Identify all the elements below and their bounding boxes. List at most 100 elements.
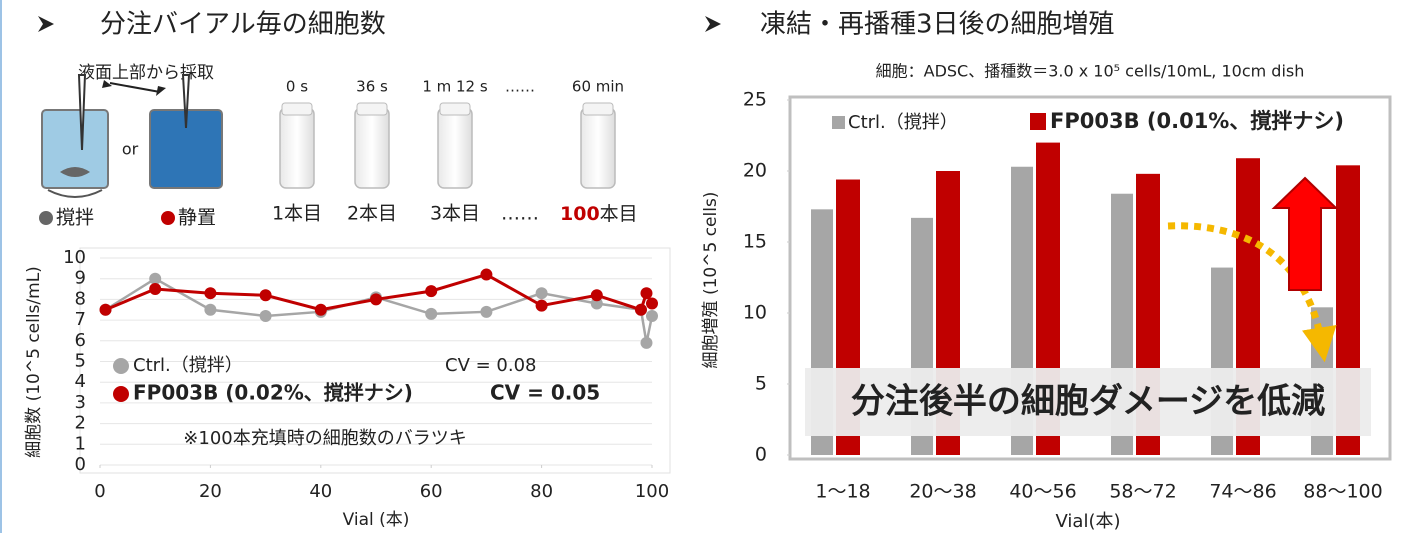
time-label: 36 s bbox=[356, 78, 388, 96]
x-axis-label: Vial (本) bbox=[343, 510, 410, 530]
point bbox=[646, 310, 658, 322]
y-tick-label: 8 bbox=[75, 288, 86, 309]
point bbox=[100, 304, 112, 316]
y-tick-label: 4 bbox=[75, 371, 86, 392]
time-label: 60 min bbox=[572, 78, 624, 96]
vial-cap bbox=[282, 103, 312, 115]
point bbox=[315, 304, 327, 316]
legend-label: FP003B (0.02%、撹拌ナシ) bbox=[133, 381, 413, 405]
point bbox=[260, 289, 272, 301]
legend-marker bbox=[1030, 113, 1046, 130]
vial-label: 2本目 bbox=[347, 203, 397, 225]
still-label: 静置 bbox=[178, 207, 216, 229]
y-tick-label: 0 bbox=[75, 454, 86, 475]
point bbox=[204, 304, 216, 316]
legend-dot bbox=[161, 211, 175, 225]
cv-label: CV = 0.08 bbox=[445, 355, 537, 376]
point bbox=[425, 308, 437, 320]
stirred-label: 撹拌 bbox=[56, 207, 94, 229]
point bbox=[591, 289, 603, 301]
point bbox=[635, 304, 647, 316]
x-tick-label: 80 bbox=[530, 481, 553, 502]
point bbox=[480, 269, 492, 281]
vial-unit: 本目 bbox=[600, 203, 638, 225]
x-tick-label: 60 bbox=[420, 481, 443, 502]
point bbox=[640, 287, 652, 299]
y-tick-label: 2 bbox=[75, 413, 86, 434]
sampling-label: 液面上部から採取 bbox=[78, 63, 214, 83]
point bbox=[536, 287, 548, 299]
vial-cap bbox=[357, 103, 387, 115]
x-tick-label: 20 bbox=[199, 481, 222, 502]
y-tick-label: 5 bbox=[755, 373, 767, 395]
point bbox=[260, 310, 272, 322]
y-axis-label: 細胞増殖 (10^5 cells) bbox=[701, 192, 721, 369]
point bbox=[370, 293, 382, 305]
point bbox=[425, 285, 437, 297]
y-tick-label: 3 bbox=[75, 392, 86, 413]
or-label: or bbox=[122, 140, 139, 159]
time-label: 0 s bbox=[286, 78, 308, 96]
vial-cap bbox=[583, 103, 613, 115]
vial-label: …… bbox=[501, 203, 539, 225]
vial bbox=[280, 108, 314, 188]
legend-label: FP003B (0.01%、撹拌ナシ) bbox=[1050, 109, 1344, 133]
vial-label: 1本目 bbox=[272, 203, 322, 225]
page: { "slide": { "left_heading": "分注バイアル毎の細胞… bbox=[0, 0, 1408, 533]
x-tick-label: 20〜38 bbox=[909, 481, 976, 503]
bullet bbox=[705, 16, 721, 32]
cv-label: CV = 0.05 bbox=[490, 381, 600, 405]
time-label: …… bbox=[505, 78, 535, 96]
point bbox=[204, 287, 216, 299]
legend-label: Ctrl.（撹拌） bbox=[848, 112, 958, 133]
vial-label: 3本目 bbox=[430, 203, 480, 225]
y-tick-label: 20 bbox=[743, 160, 767, 182]
y-tick-label: 0 bbox=[755, 444, 767, 466]
y-tick-label: 6 bbox=[75, 330, 86, 351]
point bbox=[536, 300, 548, 312]
vials bbox=[280, 103, 615, 188]
slide: 分注バイアル毎の細胞数 凍結・再播種3日後の細胞増殖 液面上部から採取 or 撹… bbox=[0, 0, 1408, 533]
y-tick-label: 9 bbox=[75, 268, 86, 289]
heading: 分注バイアル毎の細胞数 bbox=[100, 10, 386, 40]
bullet bbox=[38, 16, 54, 32]
y-tick-label: 5 bbox=[75, 351, 86, 372]
y-tick-label: 7 bbox=[75, 309, 86, 330]
vial bbox=[355, 108, 389, 188]
x-tick-label: 88〜100 bbox=[1303, 481, 1382, 503]
annotation: 分注後半の細胞ダメージを低減 bbox=[851, 382, 1325, 422]
x-tick-label: 100 bbox=[635, 481, 669, 502]
subtitle: 細胞：ADSC、播種数＝3.0 x 10⁵ cells/10mL, 10cm d… bbox=[876, 62, 1305, 81]
y-tick-label: 10 bbox=[743, 302, 767, 324]
point bbox=[149, 273, 161, 285]
x-tick-label: 0 bbox=[94, 481, 105, 502]
stir-arrow bbox=[48, 190, 102, 197]
x-tick-label: 40〜56 bbox=[1009, 481, 1076, 503]
vial bbox=[438, 108, 472, 188]
legend-label: Ctrl.（撹拌） bbox=[133, 355, 243, 376]
x-tick-label: 74〜86 bbox=[1209, 481, 1276, 503]
y-tick-label: 10 bbox=[63, 247, 86, 268]
y-tick-label: 15 bbox=[743, 231, 767, 253]
x-tick-label: 1〜18 bbox=[815, 481, 870, 503]
vial-label: 100本目 bbox=[560, 203, 638, 225]
vial bbox=[581, 108, 615, 188]
heading: 凍結・再播種3日後の細胞増殖 bbox=[760, 10, 1115, 40]
x-axis-label: Vial(本) bbox=[1056, 511, 1121, 532]
point bbox=[480, 306, 492, 318]
legend-dot bbox=[39, 211, 53, 225]
legend-marker bbox=[113, 358, 129, 374]
legend-marker bbox=[832, 116, 845, 129]
point bbox=[640, 337, 652, 349]
x-tick-label: 58〜72 bbox=[1109, 481, 1176, 503]
vial-cap bbox=[440, 103, 470, 115]
arrow bbox=[110, 83, 160, 92]
vial-number: 100 bbox=[560, 203, 600, 225]
point bbox=[149, 283, 161, 295]
y-tick-label: 25 bbox=[743, 89, 767, 111]
y-tick-label: 1 bbox=[75, 433, 86, 454]
time-label: 1 m 12 s bbox=[422, 78, 488, 96]
note: ※100本充填時の細胞数のバラツキ bbox=[183, 428, 466, 449]
y-axis-label: 細胞数 (10^5 cells/mL) bbox=[24, 266, 44, 458]
legend-marker bbox=[113, 386, 129, 402]
